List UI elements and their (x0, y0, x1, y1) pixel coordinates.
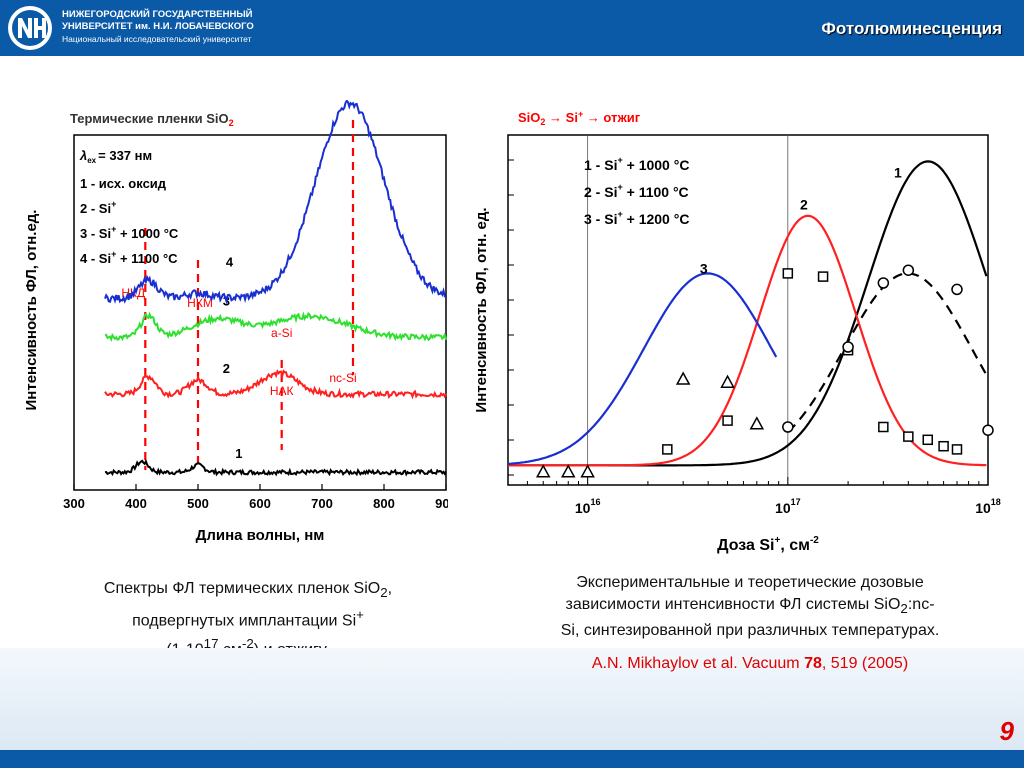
caption-right-line-3: Si, синтезированной при различных темпер… (560, 622, 940, 640)
series-line-4 (104, 100, 447, 305)
caption-right-line-1: Экспериментальные и теоретические дозовы… (576, 574, 924, 591)
data-point-circle (782, 421, 794, 433)
chart-left-title: Термические пленки SiO2 (70, 111, 234, 128)
chart-right-ylabel: Интенсивность ФЛ, отн. ед. (473, 207, 490, 412)
curve-label: 3 (700, 260, 708, 276)
caption-right: Экспериментальные и теоретические дозовы… (500, 572, 1000, 642)
university-line-2: УНИВЕРСИТЕТ им. Н.И. ЛОБАЧЕВСКОГО (62, 21, 254, 32)
footer-bar (0, 750, 1024, 768)
page-number: 9 (999, 716, 1014, 746)
data-point-square (951, 444, 963, 455)
chart-left-ylabel: Интенсивность ФЛ, отн.ед. (23, 210, 40, 411)
series-line-3 (104, 311, 447, 343)
x-tick-label: 500 (187, 496, 209, 511)
annotation-label: НКМ (187, 296, 213, 310)
x-tick-label: 800 (373, 496, 395, 511)
annotation-label: nc-Si (329, 371, 356, 385)
caption-left-line-2: подвергнутых имплантации Si+ (132, 607, 364, 630)
legend-entry: 4 - Si+ + 1100 °C (80, 249, 178, 266)
data-point-triangle (560, 464, 576, 478)
annotation-label: a-Si (271, 326, 292, 340)
chart-right-legend: 1 - Si+ + 1000 °C 2 - Si+ + 1100 °C 3 - Si… (584, 155, 689, 227)
curve-2 (508, 214, 987, 467)
legend-entry: 2 - Si+ (80, 199, 116, 216)
data-point-square (782, 268, 794, 279)
series-label: 1 (235, 446, 242, 461)
data-point-circle (902, 264, 915, 276)
x-tick-label: 1016 (575, 497, 601, 516)
data-point-circle (842, 341, 854, 353)
data-point-triangle (720, 374, 735, 388)
chart-right-xlabel: Доза Si+, см-2 (717, 535, 819, 554)
university-line-3: Национальный исследовательский университ… (62, 34, 252, 44)
university-name: НИЖЕГОРОДСКИЙ ГОСУДАРСТВЕННЫЙ УНИВЕРСИТЕ… (62, 9, 254, 45)
curve-label: 1 (894, 164, 902, 180)
legend-entry: 2 - Si+ + 1100 °C (584, 182, 689, 200)
excitation-label: λex = 337 нм (79, 148, 152, 165)
data-point-triangle (535, 464, 551, 478)
data-point-triangle (675, 371, 691, 385)
x-tick-label: 900 (435, 496, 448, 511)
series-line-2 (104, 369, 447, 400)
legend-entry: 1 - Si+ + 1000 °C (584, 155, 689, 173)
caption-left-line-1: Спектры ФЛ термических пленок SiO2, (103, 580, 393, 601)
series-label: 4 (226, 254, 234, 269)
chart-dose: SiO2 → Si+ → отжиг 1016 1017 1018 1 2 3 1 - … (473, 109, 1001, 554)
chart-right-plot-frame (507, 134, 989, 486)
data-point-square (662, 444, 673, 455)
x-tick-label: 300 (63, 496, 85, 511)
chart-left-xlabel: Длина волны, нм (196, 527, 325, 544)
data-point-square (903, 431, 914, 442)
x-tick-label: 1017 (775, 497, 801, 516)
legend-entry: 3 - Si+ + 1200 °C (584, 209, 689, 227)
curve-label: 2 (800, 196, 808, 212)
legend-entry: 1 - исх. оксид (80, 176, 167, 191)
data-point-triangle (580, 464, 595, 478)
legend-entry: 3 - Si+ + 1000 °C (80, 224, 179, 241)
data-point-square (922, 434, 933, 446)
data-point-triangle (749, 416, 765, 430)
x-tick-label: 600 (249, 496, 271, 511)
data-point-square (817, 271, 829, 282)
university-line-1: НИЖЕГОРОДСКИЙ ГОСУДАРСТВЕННЫЙ (62, 9, 253, 20)
series-label: 2 (223, 361, 230, 376)
footer-area (0, 648, 1024, 750)
data-point-square (878, 421, 889, 433)
header-bar: НИЖЕГОРОДСКИЙ ГОСУДАРСТВЕННЫЙ УНИВЕРСИТЕ… (0, 0, 1024, 56)
curve-3 (507, 272, 778, 465)
slide-title: Фотолюминесценция (821, 19, 1002, 38)
university-logo-icon (8, 6, 52, 50)
x-tick-label: 700 (311, 496, 333, 511)
chart-right-title: SiO2 → Si+ → отжиг (518, 109, 641, 127)
x-tick-label: 1018 (975, 497, 1001, 516)
reference: A.N. Mikhaylov et al. Vacuum 78, 519 (20… (591, 655, 909, 672)
data-point-square (938, 440, 949, 452)
caption-right-line-2: зависимости интенсивности ФЛ системы SiO… (565, 596, 935, 617)
data-point-circle (951, 283, 963, 296)
data-point-circle (877, 277, 890, 289)
chart-left-legend: λex = 337 нм 1 - исх. оксид 2 - Si+ 3 - Si+… (79, 148, 179, 266)
curve-1 (508, 160, 988, 467)
series-line-1 (104, 458, 447, 477)
annotation-label: НАК (270, 384, 294, 398)
data-point-square (722, 415, 733, 426)
chart-left-title-sub: 2 (229, 118, 234, 128)
x-tick-label: 400 (125, 496, 147, 511)
data-point-circle (982, 424, 994, 436)
chart-spectra: Термические пленки SiO2 300 400 500 600 700 8… (23, 100, 448, 544)
